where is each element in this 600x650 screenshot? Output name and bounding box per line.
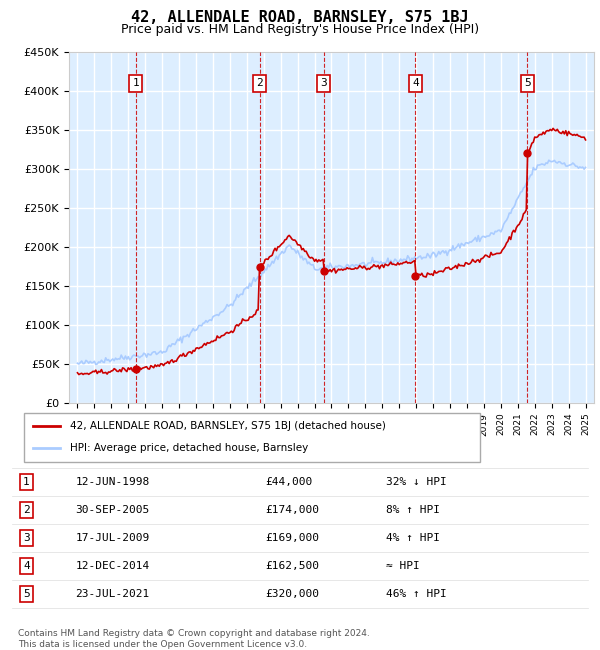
Text: 32% ↓ HPI: 32% ↓ HPI <box>386 477 447 487</box>
Text: 30-SEP-2005: 30-SEP-2005 <box>76 505 149 515</box>
Text: ≈ HPI: ≈ HPI <box>386 561 420 571</box>
Text: 17-JUL-2009: 17-JUL-2009 <box>76 533 149 543</box>
Text: 5: 5 <box>524 78 530 88</box>
Text: Contains HM Land Registry data © Crown copyright and database right 2024.
This d: Contains HM Land Registry data © Crown c… <box>18 629 370 649</box>
Text: 42, ALLENDALE ROAD, BARNSLEY, S75 1BJ (detached house): 42, ALLENDALE ROAD, BARNSLEY, S75 1BJ (d… <box>70 421 385 432</box>
FancyBboxPatch shape <box>24 413 480 462</box>
Text: 2: 2 <box>23 505 30 515</box>
Text: 4: 4 <box>23 561 30 571</box>
Text: 46% ↑ HPI: 46% ↑ HPI <box>386 589 447 599</box>
Text: 23-JUL-2021: 23-JUL-2021 <box>76 589 149 599</box>
Text: 5: 5 <box>23 589 30 599</box>
Text: 3: 3 <box>23 533 30 543</box>
Text: 12-JUN-1998: 12-JUN-1998 <box>76 477 149 487</box>
Text: 1: 1 <box>23 477 30 487</box>
Text: £174,000: £174,000 <box>265 505 319 515</box>
Text: 12-DEC-2014: 12-DEC-2014 <box>76 561 149 571</box>
Text: £169,000: £169,000 <box>265 533 319 543</box>
Text: 4: 4 <box>412 78 419 88</box>
Text: 2: 2 <box>256 78 263 88</box>
Text: HPI: Average price, detached house, Barnsley: HPI: Average price, detached house, Barn… <box>70 443 308 453</box>
Text: 42, ALLENDALE ROAD, BARNSLEY, S75 1BJ: 42, ALLENDALE ROAD, BARNSLEY, S75 1BJ <box>131 10 469 25</box>
Text: 1: 1 <box>133 78 139 88</box>
Text: £44,000: £44,000 <box>265 477 313 487</box>
Text: £320,000: £320,000 <box>265 589 319 599</box>
Text: 8% ↑ HPI: 8% ↑ HPI <box>386 505 440 515</box>
Text: Price paid vs. HM Land Registry's House Price Index (HPI): Price paid vs. HM Land Registry's House … <box>121 23 479 36</box>
Text: 3: 3 <box>320 78 327 88</box>
Text: 4% ↑ HPI: 4% ↑ HPI <box>386 533 440 543</box>
Text: £162,500: £162,500 <box>265 561 319 571</box>
